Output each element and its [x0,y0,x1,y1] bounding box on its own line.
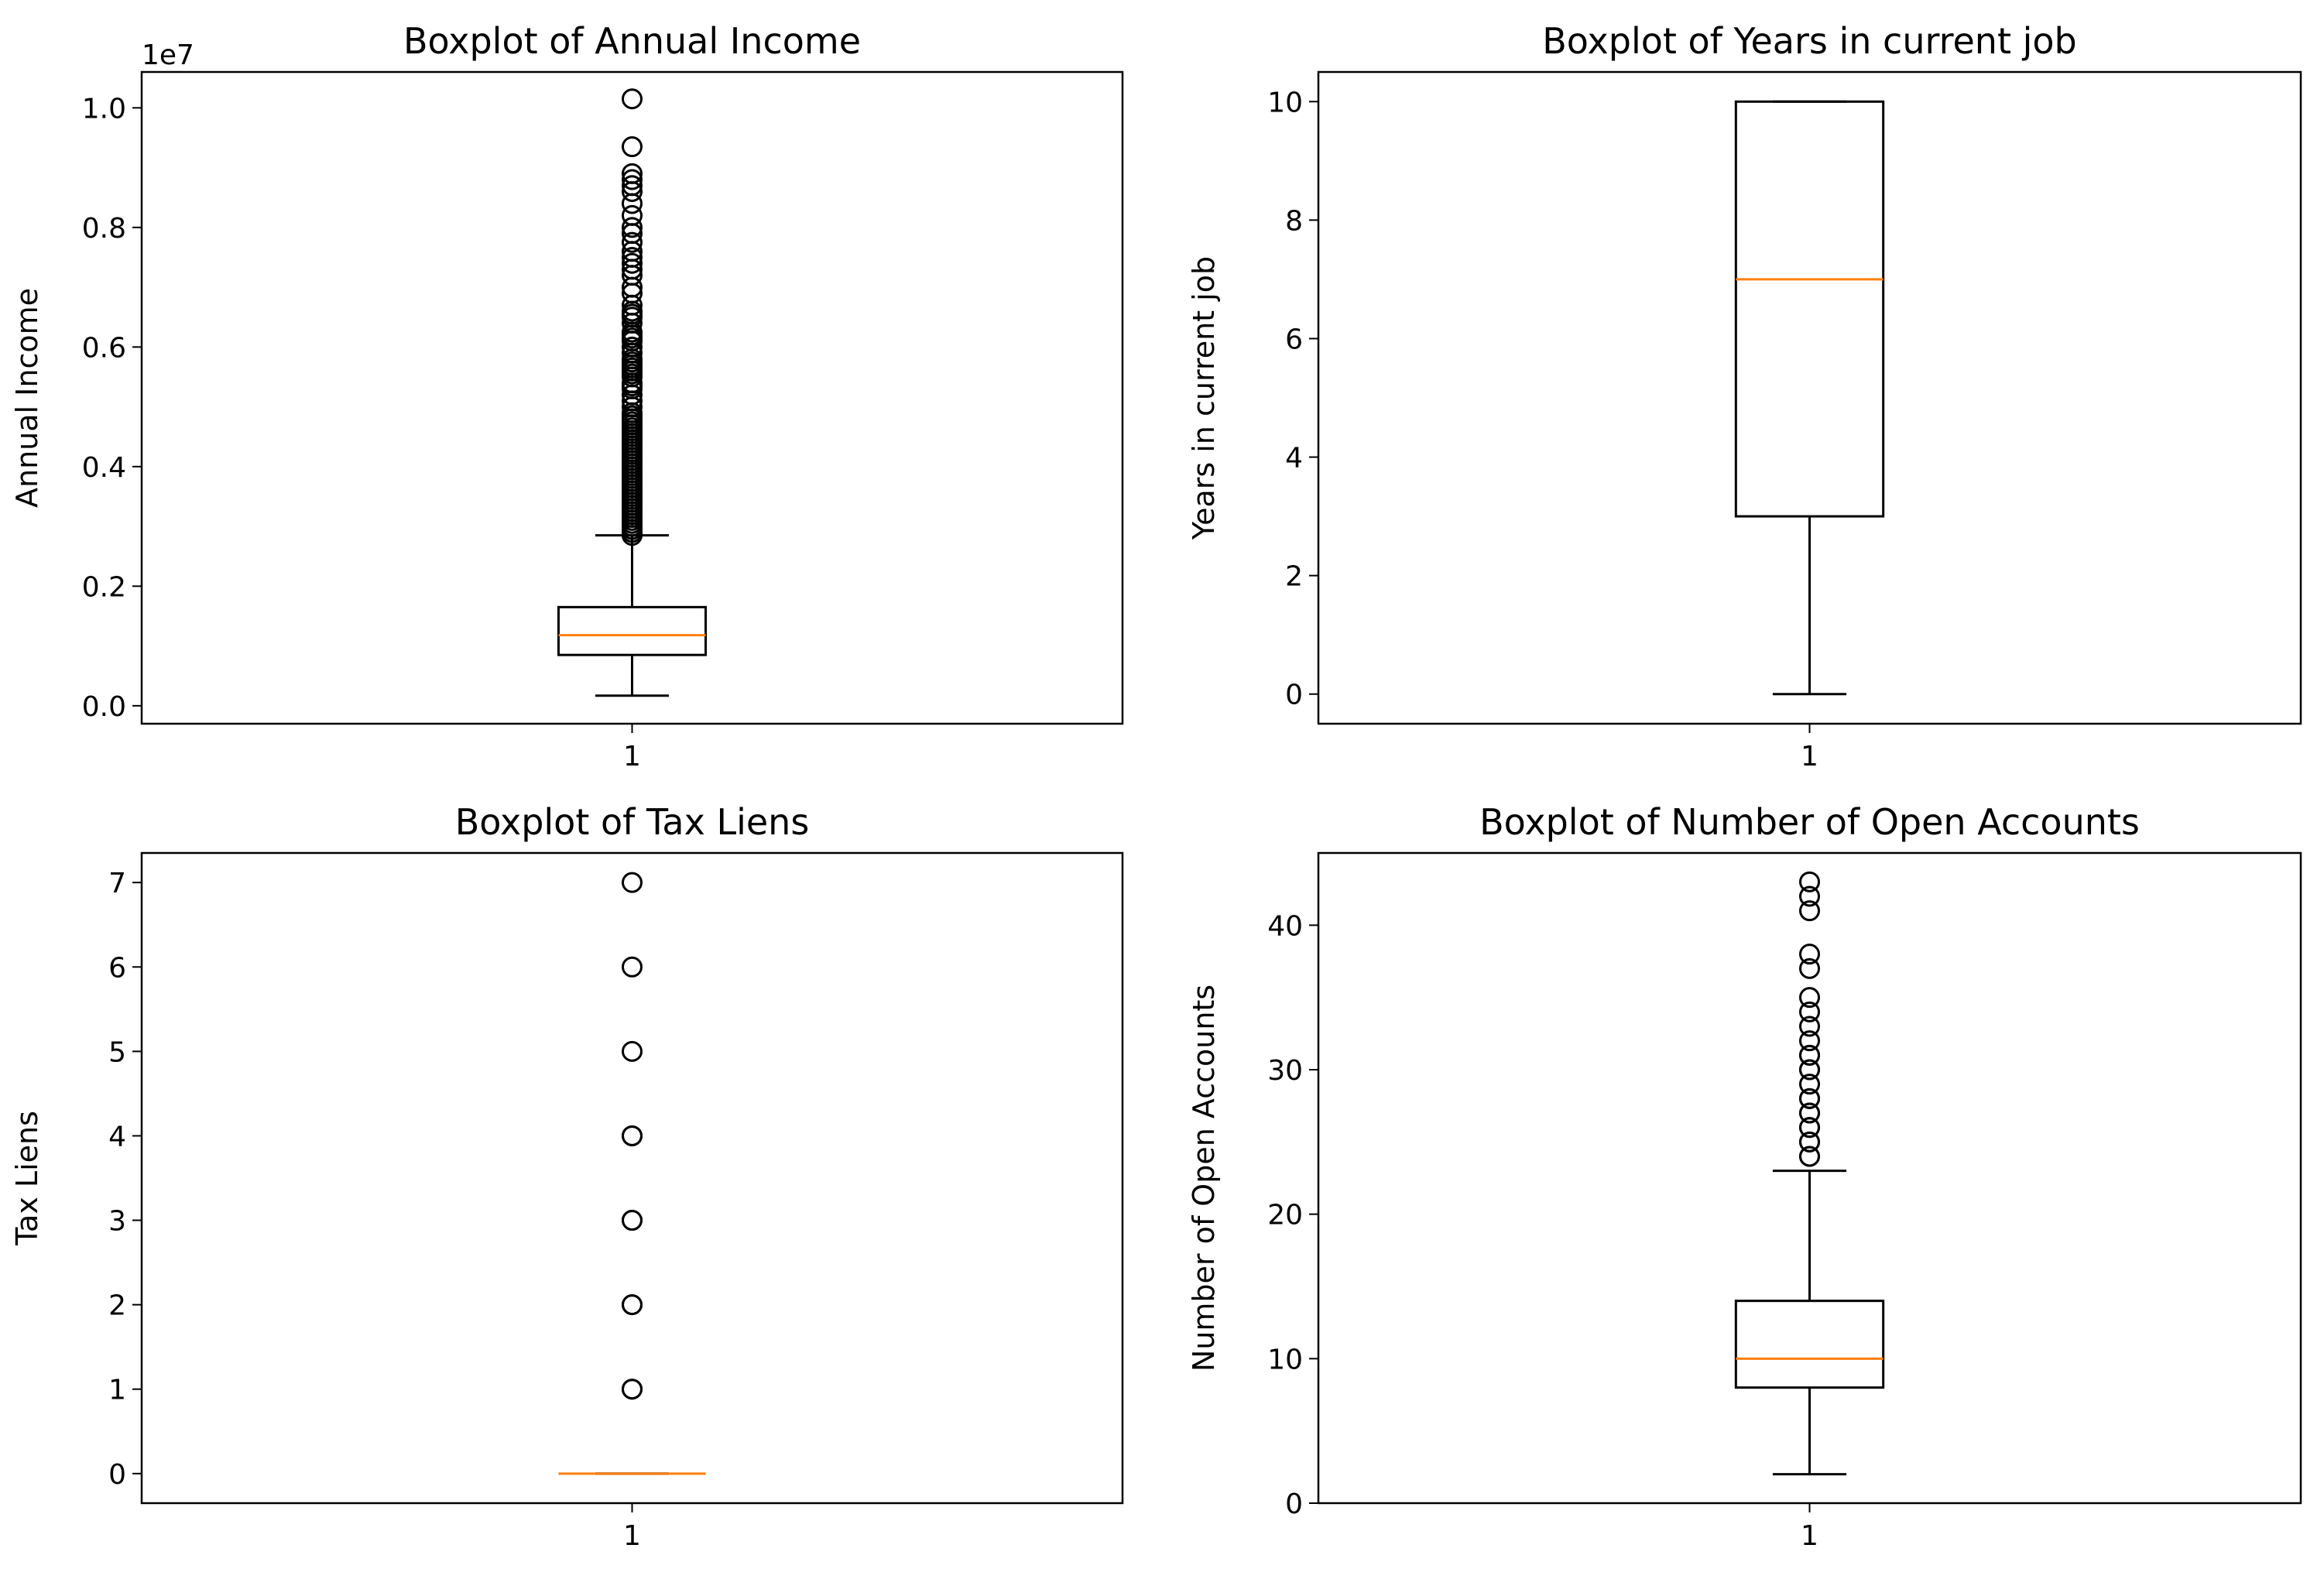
boxplot-panel-1: Boxplot of Annual Income Annual Income 1e7… [10,20,1124,772]
outlier-point [1799,1059,1820,1081]
outlier-point [1799,944,1820,965]
y-tick-label: 10 [1267,1344,1303,1375]
boxplot-panel-3: Boxplot of Tax Liens Tax Liens 0 1 2 3 4 5 6 7 1 [10,801,1124,1552]
y-tick-label: 0.0 [82,691,126,723]
y-tick-label: 5 [108,1036,126,1068]
y-tick-label: 0 [108,1459,126,1491]
outlier-point [1799,987,1820,1009]
outlier-point [622,231,643,253]
y-tick-label: 0 [1285,1488,1303,1520]
outlier-point [622,1125,643,1146]
y-tick-label: 7 [108,868,126,899]
outlier-point [622,872,643,893]
axes-frame [140,70,1124,725]
outlier-point [1799,957,1820,979]
chart-title: Boxplot of Annual Income [403,20,861,62]
outlier-point [622,336,643,358]
y-tick-label: 0.4 [82,452,126,484]
y-tick-label: 0.8 [82,213,126,245]
y-tick-label: 4 [1285,443,1303,474]
boxplot-panel-2: Boxplot of Years in current job Years in … [1187,20,2302,772]
outlier-point [1799,871,1820,892]
y-axis-label: Tax Liens [10,1111,44,1246]
x-tick-label: 1 [1801,1520,1818,1552]
outlier-point [1799,1131,1820,1153]
axes-frame [1317,70,2302,725]
y-tick-label: 6 [1285,324,1303,355]
outlier-point [622,169,643,190]
iqr-box [1734,1300,1885,1389]
y-tick-label: 30 [1267,1055,1303,1087]
outlier-point [622,163,643,184]
x-tick-label: 1 [623,741,641,772]
y-tick-label: 2 [1285,561,1303,593]
outlier-point [622,956,643,978]
outlier-point [1799,1117,1820,1139]
y-tick-label: 1 [108,1375,126,1406]
outlier-point [622,1210,643,1231]
chart-title: Boxplot of Number of Open Accounts [1479,801,2140,843]
outlier-point [622,217,643,238]
chart-title: Boxplot of Tax Liens [455,801,810,843]
boxplot-panel-4: Boxplot of Number of Open Accounts Number… [1187,801,2302,1552]
iqr-box [557,605,708,656]
outlier-point [622,175,643,197]
y-tick-label: 0.6 [82,332,126,364]
outlier-point [1799,1074,1820,1095]
x-tick-label: 1 [623,1520,641,1552]
outlier-point [622,136,643,158]
x-tick-label: 1 [1801,741,1818,772]
y-axis-offset-text: 1e7 [142,39,194,71]
y-axis-label: Annual Income [10,288,44,508]
axes-frame [1317,851,2302,1505]
axes-frame [140,851,1124,1505]
y-tick-label: 40 [1267,910,1303,942]
y-axis-label: Number of Open Accounts [1187,985,1221,1372]
iqr-box [1734,100,1885,518]
outlier-point [1799,1044,1820,1066]
y-tick-label: 2 [108,1290,126,1322]
outlier-point [1799,1001,1820,1022]
outlier-point [622,246,643,268]
outlier-point [1799,900,1820,922]
outlier-point [1799,1146,1820,1167]
outlier-point [622,1379,643,1400]
y-tick-label: 20 [1267,1200,1303,1231]
outlier-point [1799,1016,1820,1037]
outlier-point [622,1294,643,1316]
outlier-point [1799,1030,1820,1052]
y-tick-label: 8 [1285,205,1303,237]
outlier-point [1799,885,1820,907]
chart-title: Boxplot of Years in current job [1542,20,2076,62]
outlier-point [622,252,643,274]
y-tick-label: 3 [108,1206,126,1238]
outlier-point [622,88,643,110]
y-tick-label: 6 [108,952,126,984]
outlier-point [622,1040,643,1062]
y-axis-label: Years in current job [1187,256,1221,540]
y-tick-label: 10 [1267,87,1303,118]
y-tick-label: 1.0 [82,93,126,125]
outlier-point [622,204,643,226]
y-tick-label: 4 [108,1121,126,1153]
y-tick-label: 0.2 [82,571,126,603]
outlier-point [1799,1087,1820,1109]
y-tick-label: 0 [1285,680,1303,711]
outlier-point [1799,1102,1820,1124]
